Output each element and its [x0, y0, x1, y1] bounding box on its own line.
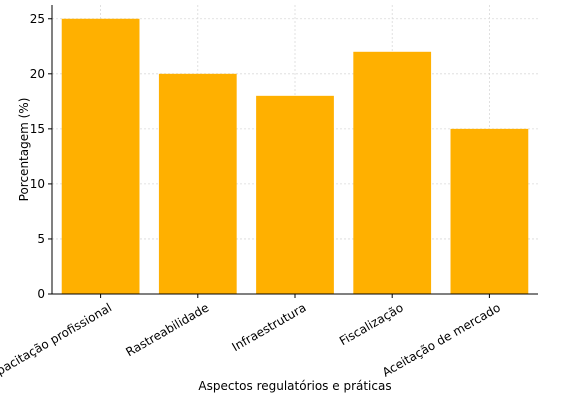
x-tick-label: Infraestrutura	[229, 300, 308, 354]
x-tick-label: Fiscalização	[337, 300, 406, 348]
bar	[61, 18, 140, 295]
y-tick-label: 25	[30, 12, 45, 26]
y-tick-label: 20	[30, 67, 45, 81]
bar	[256, 95, 334, 294]
bar	[450, 128, 529, 294]
y-tick-label: 10	[30, 177, 45, 191]
y-axis-label: Porcentagem (%)	[17, 98, 31, 202]
y-tick-label: 0	[37, 287, 45, 301]
y-tick-label: 15	[30, 122, 45, 136]
x-tick-label: Rastreabilidade	[123, 300, 211, 359]
x-tick-label: Capacitação profissional	[0, 300, 114, 385]
bar	[158, 73, 237, 294]
x-axis-label: Aspectos regulatórios e práticas	[198, 379, 391, 393]
bars	[61, 18, 529, 295]
bar	[353, 51, 432, 294]
y-tick-label: 5	[37, 232, 45, 246]
